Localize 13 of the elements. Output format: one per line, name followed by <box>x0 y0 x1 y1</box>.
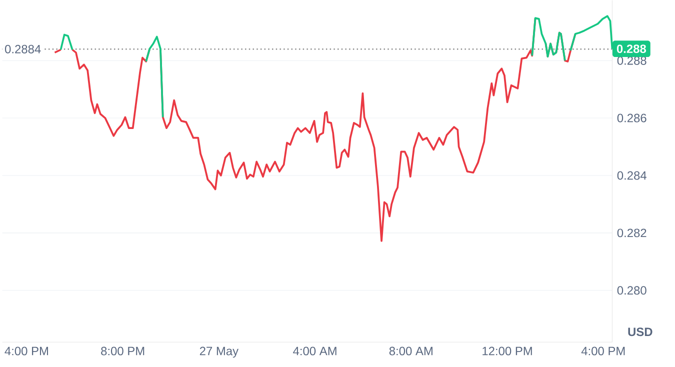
x-tick-label: 4:00 PM <box>4 346 48 356</box>
x-tick-label: 4:00 AM <box>293 346 336 356</box>
y-axis-title: USD <box>628 328 652 336</box>
x-tick-label: 12:00 PM <box>482 346 532 356</box>
x-tick-label: 8:00 PM <box>101 346 144 356</box>
x-tick-label: 8:00 AM <box>389 346 432 356</box>
y-tick-label: 0.282 <box>617 228 646 238</box>
x-tick-label: 27 May <box>200 346 239 358</box>
y-tick-label: 0.286 <box>617 114 646 122</box>
ref-line-label: 0.2884 <box>5 44 41 54</box>
y-tick-label: 0.284 <box>617 171 646 180</box>
x-tick-label: 4:00 PM <box>581 346 625 356</box>
y-tick-label: 0.280 <box>617 286 646 295</box>
